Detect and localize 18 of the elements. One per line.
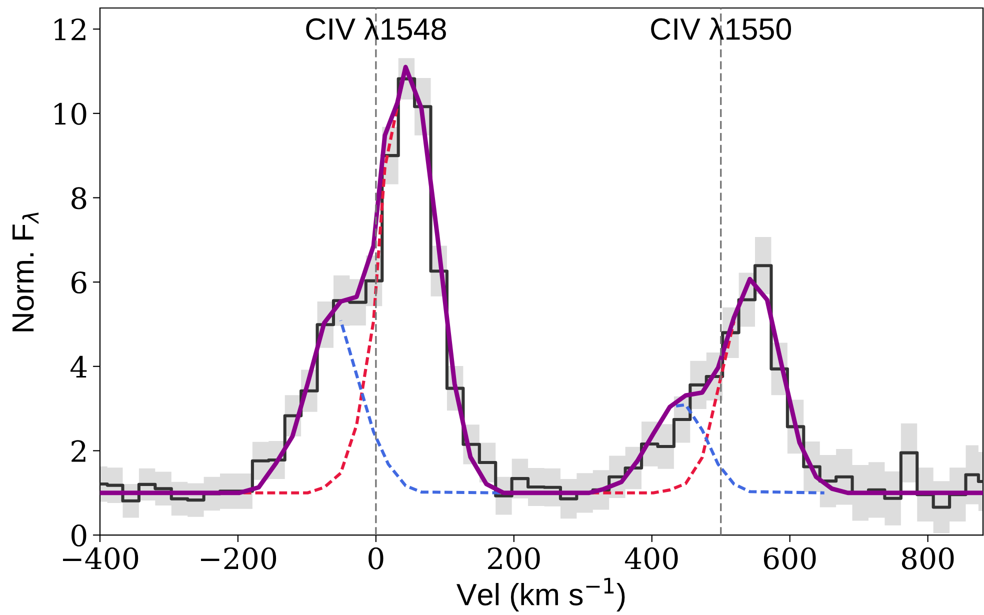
x-axis-title: Vel (km s$^{−1}$): [456, 578, 625, 612]
ref-line-label: CIV λ1548: [306, 17, 446, 40]
y-tick-label: 12: [54, 18, 86, 40]
x-tick-label: 200: [488, 547, 540, 570]
y-tick-label: 2: [72, 440, 86, 462]
ref-line-label: CIV λ1550: [651, 17, 792, 40]
x-tick-label: 800: [902, 547, 954, 570]
x-tick-label: −200: [200, 547, 276, 570]
x-tick-label: −400: [63, 547, 138, 570]
x-tick-label: 400: [624, 547, 678, 570]
y-tick-label: 6: [72, 272, 86, 294]
x-tick-label: 600: [764, 547, 816, 570]
y-axis-title: Norm. F$_{λ}$: [12, 212, 39, 332]
y-tick-label: 0: [72, 524, 86, 547]
y-tick-label: 10: [54, 102, 86, 125]
y-tick-label: 4: [70, 356, 87, 378]
y-tick-label: 8: [72, 187, 86, 210]
x-tick-label: 0: [368, 547, 384, 570]
